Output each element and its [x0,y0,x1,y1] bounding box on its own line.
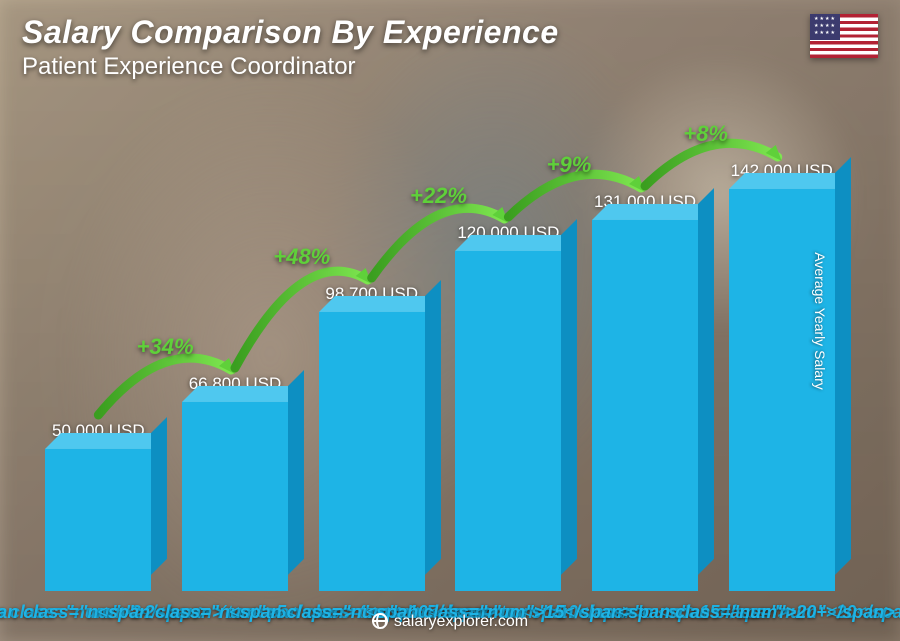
bar-group: 131,000 USD <span class="num">15</span> … [577,81,714,591]
us-flag-icon [810,14,878,58]
footer: salaryexplorer.com [0,613,900,631]
bar-group: 66,800 USD <span class="num">2</span> to… [167,81,304,591]
page-title: Salary Comparison By Experience [22,14,559,51]
bar-top-face [592,204,714,220]
bar-front-face [45,449,151,591]
salary-bar-chart: 50,000 USD < <span class="num">2</span> … [30,81,850,591]
y-axis-label: Average Yearly Salary [811,252,827,390]
page-subtitle: Patient Experience Coordinator [22,53,559,81]
globe-icon [372,613,388,629]
bar-front-face [592,220,698,591]
bar-side-face [425,280,441,575]
bar-front-face [455,251,561,591]
bar-group: 120,000 USD <span class="num">10</span> … [440,81,577,591]
bar-top-face [455,235,577,251]
bar-top-face [319,296,441,312]
bar-side-face [698,188,714,575]
bar [319,312,425,591]
bar-group: 142,000 USD <span class="num">20+</span>… [713,81,850,591]
bar-top-face [182,386,304,402]
bar-top-face [45,433,167,449]
bar [45,449,151,591]
bar-front-face [319,312,425,591]
bar [455,251,561,591]
bar-front-face [182,402,288,591]
bar-side-face [835,157,851,575]
bar-top-face [729,173,851,189]
title-block: Salary Comparison By Experience Patient … [22,14,559,81]
bar-group: 50,000 USD < <span class="num">2</span> … [30,81,167,591]
bar [592,220,698,591]
header: Salary Comparison By Experience Patient … [22,14,878,81]
footer-text: salaryexplorer.com [394,613,528,630]
bar [182,402,288,591]
bar-group: 98,700 USD <span class="num">5</span> to… [303,81,440,591]
bar-side-face [151,417,167,575]
bar-side-face [561,219,577,575]
bar-side-face [288,370,304,575]
